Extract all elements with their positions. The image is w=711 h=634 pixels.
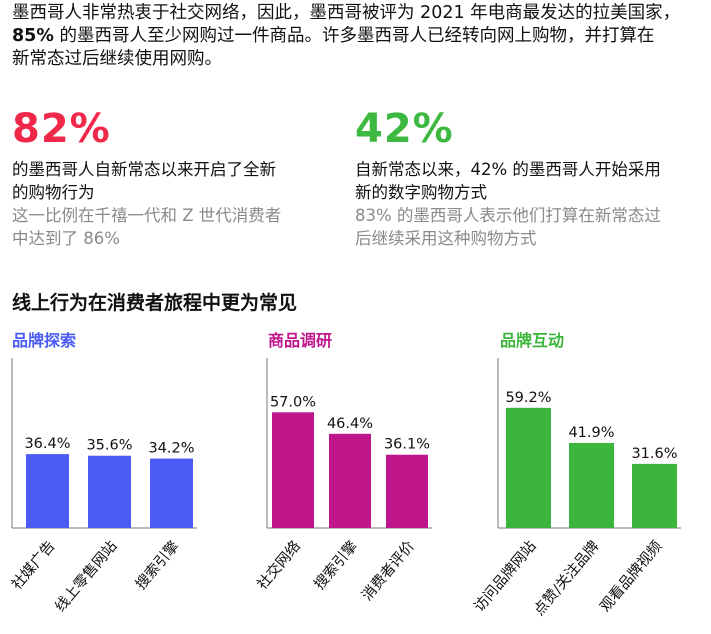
data-label: 41.9% — [568, 425, 614, 441]
intro-highlight: 85% — [12, 26, 54, 46]
stat-subtext-line: 后继续采用这种购物方式 — [355, 229, 537, 248]
stat-description: 自新常态以来，42% 的墨西哥人开始采用 新的数字购物方式 — [355, 158, 700, 204]
bar — [272, 412, 314, 528]
category-label: 搜索引擎 — [132, 538, 182, 593]
category-label: 消费者评价 — [358, 537, 418, 604]
category-label: 观看品牌视频 — [597, 537, 666, 615]
bar — [632, 463, 677, 528]
bar — [26, 454, 69, 528]
category-label: 线上零售网站 — [52, 538, 121, 616]
stat-description-line: 的墨西哥人自新常态以来开启了全新 — [12, 160, 276, 179]
data-label: 34.2% — [148, 441, 194, 457]
bar — [150, 458, 193, 528]
category-label: 社媒广告 — [8, 538, 58, 593]
stat-subtext-line: 83% 的墨西哥人表示他们打算在新常态过 — [355, 206, 661, 225]
chart-title: 商品调研 — [268, 331, 332, 350]
intro-line-2: 85% 的墨西哥人至少网购过一件商品。许多墨西哥人已经转向网上购物，并打算在 — [12, 25, 702, 48]
chart-title: 品牌探索 — [12, 331, 76, 350]
data-label: 35.6% — [86, 438, 132, 454]
bar — [329, 433, 371, 528]
stat-value: 82% — [12, 106, 111, 152]
data-label: 57.0% — [270, 394, 316, 410]
data-label: 31.6% — [631, 446, 677, 462]
data-label: 59.2% — [505, 390, 551, 406]
data-label: 36.4% — [24, 436, 70, 452]
data-label: 36.1% — [384, 437, 430, 453]
stat-subtext: 这一比例在千禧一代和 Z 世代消费者 中达到了 86% — [12, 204, 357, 250]
bar — [569, 442, 614, 528]
bar — [506, 407, 551, 528]
intro-line-3: 新常态过后继续使用网购。 — [12, 49, 222, 69]
category-label: 点赞/关注品牌 — [530, 538, 602, 619]
stat-subtext: 83% 的墨西哥人表示他们打算在新常态过 后继续采用这种购物方式 — [355, 204, 700, 250]
intro-paragraph: 墨西哥人非常热衷于社交网络，因此，墨西哥被评为 2021 年电商最发达的拉美国家… — [12, 2, 702, 71]
stat-description-line: 新的数字购物方式 — [355, 183, 487, 202]
category-label: 搜索引擎 — [311, 538, 361, 593]
stat-block-new-behavior: 82% 的墨西哥人自新常态以来开启了全新 的购物行为 这一比例在千禧一代和 Z … — [12, 104, 357, 250]
stat-subtext-line: 这一比例在千禧一代和 Z 世代消费者 — [12, 206, 282, 225]
data-label: 46.4% — [327, 416, 373, 432]
category-label: 访问品牌网站 — [471, 538, 540, 616]
intro-line-1: 墨西哥人非常热衷于社交网络，因此，墨西哥被评为 2021 年电商最发达的拉美国家… — [12, 3, 681, 23]
bar — [88, 455, 131, 528]
intro-line-2-text: 的墨西哥人至少网购过一件商品。许多墨西哥人已经转向网上购物，并打算在 — [53, 26, 655, 46]
stat-block-digital-shopping: 42% 自新常态以来，42% 的墨西哥人开始采用 新的数字购物方式 83% 的墨… — [355, 104, 700, 250]
stat-subtext-line: 中达到了 86% — [12, 229, 120, 248]
section-title: 线上行为在消费者旅程中更为常见 — [12, 292, 298, 314]
chart-title: 品牌互动 — [500, 331, 564, 350]
stat-description-line: 自新常态以来，42% 的墨西哥人开始采用 — [355, 160, 661, 179]
stat-description-line: 的购物行为 — [12, 183, 95, 202]
category-label: 社交网络 — [253, 537, 304, 593]
stat-description: 的墨西哥人自新常态以来开启了全新 的购物行为 — [12, 158, 357, 204]
bar — [386, 454, 428, 528]
stat-value: 42% — [355, 106, 454, 152]
